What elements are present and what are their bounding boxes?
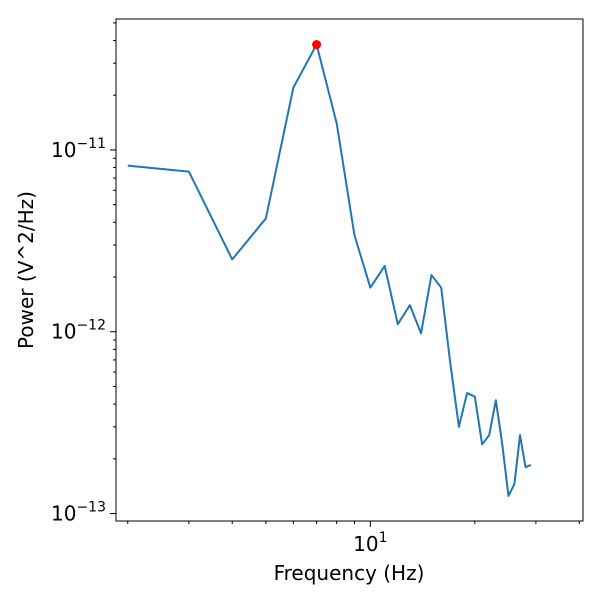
plot-area <box>127 40 532 497</box>
y-axis-label: Power (V^2/Hz) <box>14 191 38 349</box>
y-tick-label: 10−12 <box>51 318 106 344</box>
y-tick-label: 10−13 <box>51 500 106 526</box>
y-tick-label: 10−11 <box>51 136 106 162</box>
peak-marker <box>312 40 322 50</box>
axes-frame <box>115 18 584 522</box>
x-tick-label: 101 <box>353 530 387 556</box>
ticks: 10−13 10−12 10−11 101 <box>51 22 580 556</box>
x-axis-label: Frequency (Hz) <box>274 561 425 585</box>
series-line <box>127 43 532 497</box>
